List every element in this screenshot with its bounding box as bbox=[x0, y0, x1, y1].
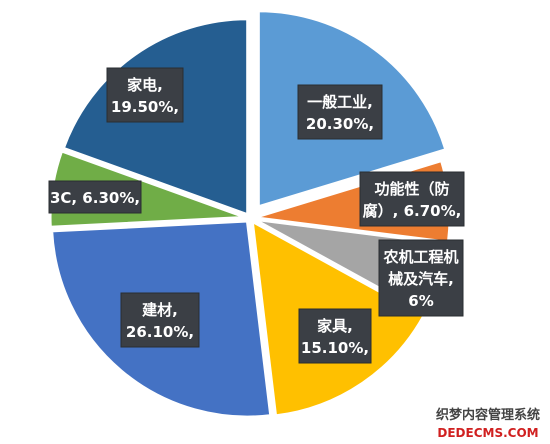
slice-label: 建材, 26.10%, bbox=[120, 292, 200, 348]
slice-label: 家电, 19.50%, bbox=[106, 67, 184, 123]
slice-label: 一般工业, 20.30%, bbox=[297, 84, 383, 140]
slice-label-line: 20.30%, bbox=[306, 115, 374, 133]
label-box bbox=[298, 308, 372, 364]
slice-label: 家具, 15.10%, bbox=[298, 308, 372, 364]
slice-label-line: 26.10%, bbox=[126, 323, 194, 341]
slice-label-line: 建材, bbox=[142, 301, 178, 319]
slice-label: 功能性（防腐）, 6.70%, bbox=[359, 171, 465, 227]
slice-label-line: 械及汽车, bbox=[388, 270, 454, 288]
label-box bbox=[378, 239, 464, 317]
watermark-line1: 织梦内容管理系统 bbox=[436, 407, 540, 423]
slice-label: 3C, 6.30%, bbox=[48, 180, 142, 214]
label-box bbox=[48, 180, 142, 214]
slice-label-line: 家具, bbox=[317, 317, 353, 335]
watermark: 织梦内容管理系统 DEDECMS.COM bbox=[436, 407, 540, 440]
slice-label-line: 19.50%, bbox=[111, 98, 179, 116]
slice-label-line: 功能性（防 bbox=[374, 180, 449, 198]
slice-label-line: 3C, 6.30%, bbox=[50, 189, 140, 207]
slice-label-line: 15.10%, bbox=[301, 339, 369, 357]
slice-label-line: 腐）, 6.70%, bbox=[363, 202, 462, 220]
label-box bbox=[120, 292, 200, 348]
slice-label-line: 农机工程机 bbox=[382, 248, 458, 266]
label-box bbox=[297, 84, 383, 140]
slice-label-line: 一般工业, bbox=[307, 93, 373, 111]
label-box bbox=[106, 67, 184, 123]
slice-label-line: 6% bbox=[408, 292, 433, 310]
slice-label-line: 家电, bbox=[127, 76, 163, 94]
watermark-line2: DEDECMS.COM bbox=[437, 426, 538, 440]
label-box bbox=[359, 171, 465, 227]
